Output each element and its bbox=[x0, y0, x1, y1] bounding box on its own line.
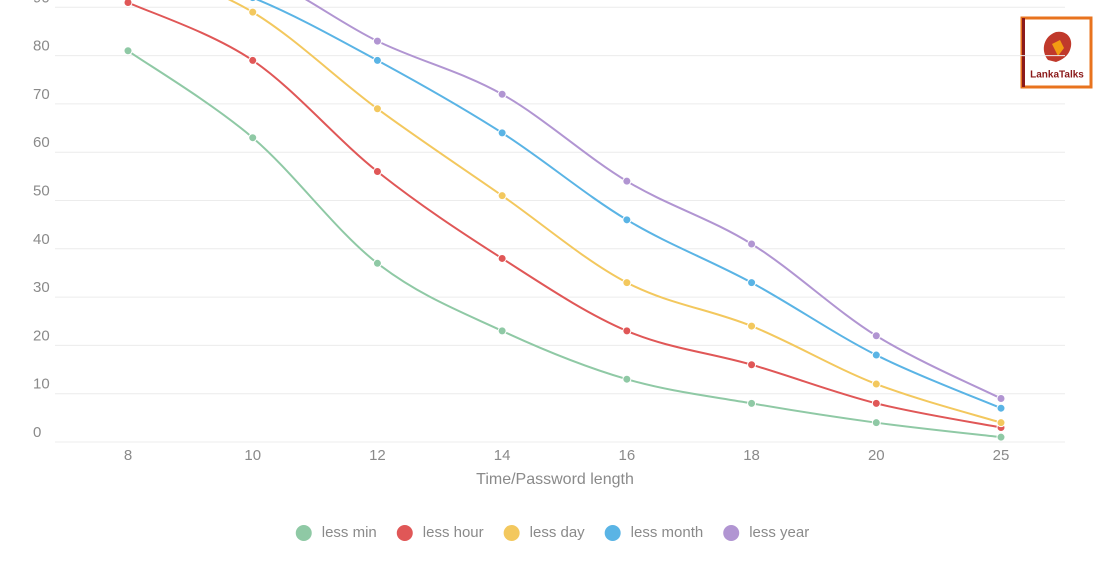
data-point bbox=[248, 7, 258, 17]
logo: LankaTalks bbox=[1020, 16, 1093, 89]
y-tick-label: 10 bbox=[33, 376, 50, 393]
data-point bbox=[497, 128, 507, 138]
data-point bbox=[622, 215, 632, 225]
data-point bbox=[747, 239, 757, 249]
y-tick-label: 50 bbox=[33, 182, 50, 199]
data-point bbox=[871, 331, 881, 341]
series-line bbox=[255, 0, 1002, 410]
data-point bbox=[248, 133, 258, 143]
data-point bbox=[996, 418, 1006, 428]
legend: less min less hour less day less month less … bbox=[295, 524, 809, 541]
series-line bbox=[305, 0, 1002, 400]
data-point bbox=[372, 36, 382, 46]
data-point bbox=[747, 360, 757, 370]
x-tick-label: 20 bbox=[868, 447, 885, 464]
data-point bbox=[996, 403, 1006, 413]
x-tick-label: 16 bbox=[619, 447, 636, 464]
data-point bbox=[871, 418, 881, 428]
data-point bbox=[497, 191, 507, 201]
data-point bbox=[747, 321, 757, 331]
legend-label: less min bbox=[322, 524, 377, 541]
y-tick-label: 60 bbox=[33, 134, 50, 151]
data-point bbox=[622, 374, 632, 384]
legend-label: less year bbox=[749, 524, 809, 541]
x-tick-label: 10 bbox=[244, 447, 261, 464]
legend-swatch bbox=[396, 525, 413, 541]
y-tick-label: 70 bbox=[33, 86, 50, 103]
data-point bbox=[372, 55, 382, 65]
data-point bbox=[996, 432, 1006, 442]
data-point bbox=[622, 278, 632, 288]
y-tick-label: 90 bbox=[33, 0, 50, 6]
logo-text: LankaTalks bbox=[1030, 70, 1084, 81]
series-line bbox=[127, 49, 1002, 439]
x-tick-label: 25 bbox=[993, 447, 1010, 464]
data-point bbox=[248, 0, 257, 3]
y-tick-label: 0 bbox=[33, 424, 41, 441]
data-point bbox=[248, 55, 258, 65]
data-point bbox=[123, 46, 133, 56]
plot-area bbox=[123, 0, 1006, 442]
data-point bbox=[372, 104, 382, 114]
logo-face bbox=[1052, 40, 1064, 56]
data-point bbox=[871, 398, 881, 408]
series-line bbox=[227, 0, 1002, 424]
y-tick-label: 20 bbox=[33, 327, 50, 344]
legend-label: less day bbox=[530, 524, 586, 541]
legend-swatch bbox=[604, 525, 621, 541]
x-tick-label: 12 bbox=[369, 447, 386, 464]
data-point bbox=[747, 398, 757, 408]
legend-swatch bbox=[503, 525, 520, 541]
legend-swatch bbox=[723, 525, 740, 541]
x-axis-label: Time/Password length bbox=[476, 471, 634, 488]
data-point bbox=[622, 176, 632, 186]
x-tick-label: 18 bbox=[743, 447, 760, 464]
data-point bbox=[497, 89, 507, 99]
legend-label: less month bbox=[631, 524, 704, 541]
x-tick-label: 14 bbox=[494, 447, 511, 464]
data-point bbox=[747, 278, 757, 288]
data-point bbox=[497, 253, 507, 263]
data-point bbox=[622, 326, 632, 336]
data-point bbox=[497, 326, 507, 336]
x-tick-label: 8 bbox=[124, 447, 132, 464]
data-point bbox=[996, 394, 1006, 404]
data-point bbox=[871, 379, 881, 389]
y-tick-label: 30 bbox=[33, 279, 50, 296]
logo-edge bbox=[1022, 18, 1025, 87]
legend-label: less hour bbox=[423, 524, 484, 541]
y-tick-label: 80 bbox=[33, 38, 50, 55]
data-point bbox=[372, 258, 382, 268]
series-line bbox=[127, 1, 1002, 429]
data-point bbox=[123, 0, 133, 7]
data-point bbox=[372, 167, 382, 177]
y-tick-label: 40 bbox=[33, 231, 50, 248]
legend-swatch bbox=[295, 525, 312, 541]
data-point bbox=[871, 350, 881, 360]
